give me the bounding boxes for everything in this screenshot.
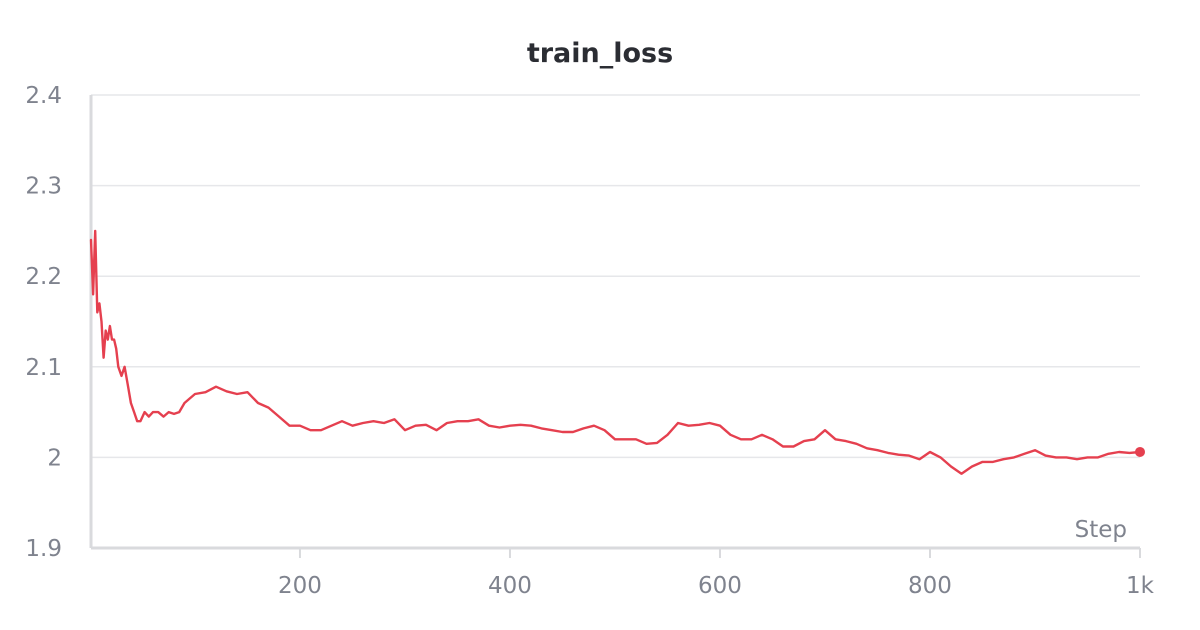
- train-loss-line: [89, 229, 1142, 475]
- y-axis-ticks: 1.9 2 2.1 2.2 2.3 2.4: [25, 83, 62, 562]
- x-axis-ticks: 200 400 600 800 1k: [278, 548, 1155, 599]
- x-tick-label: 200: [278, 573, 322, 599]
- y-tick-label: 2.1: [25, 355, 62, 381]
- y-tick-label: 2.3: [25, 174, 62, 200]
- last-point-marker: [1135, 446, 1145, 457]
- series-group: [89, 229, 1145, 475]
- x-tick-label: 1k: [1126, 573, 1155, 599]
- y-tick-label: 1.9: [25, 536, 62, 562]
- y-tick-label: 2.4: [25, 83, 62, 109]
- grid-lines: [91, 94, 1140, 459]
- x-tick-label: 600: [698, 573, 742, 599]
- x-tick-label: 400: [488, 573, 532, 599]
- x-tick-label: 800: [908, 573, 952, 599]
- y-tick-label: 2: [47, 445, 62, 471]
- chart-title: train_loss: [527, 38, 673, 69]
- x-axis-label: Step: [1075, 517, 1127, 543]
- y-tick-label: 2.2: [25, 264, 62, 290]
